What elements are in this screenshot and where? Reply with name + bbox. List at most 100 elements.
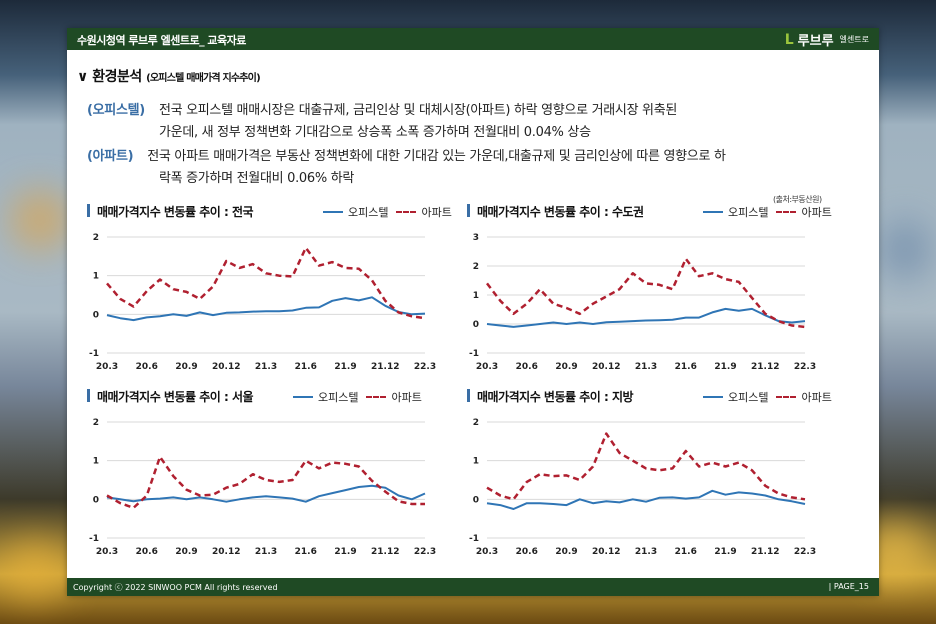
- chart-title: 매매가격지수 변동률 추이 : 전국: [86, 204, 254, 219]
- x-tick-label: 22.3: [794, 362, 816, 372]
- legend-swatch-apartment: [366, 396, 387, 398]
- series-line-officetel: [486, 307, 806, 328]
- legend-swatch-apartment: [776, 211, 797, 213]
- chart-plot: -1 0 1 2 20.3 20.6 20.9 20.12 21.3 21.6 21.9 21.12 2…: [89, 418, 436, 557]
- series-line-officetel: [106, 296, 426, 322]
- legend-label-officetel: 오피스텔: [728, 206, 769, 219]
- x-tick-label: 21.12: [751, 362, 779, 372]
- y-tick-label: 2: [473, 418, 479, 428]
- x-tick-label: 20.12: [212, 547, 240, 557]
- footer-bar: Copyright ⓒ 2022 SINWOO PCM All rights r…: [67, 578, 879, 596]
- chart-plot: -1 0 1 2 3 20.3 20.6 20.9 20.12 21.3 21.6 21.9 21.12…: [469, 233, 816, 372]
- y-tick-label: 2: [93, 418, 99, 428]
- y-tick-label: 1: [93, 457, 99, 467]
- source-note: (출처:부동산원): [773, 195, 822, 204]
- series-line-apartment: [486, 432, 806, 501]
- legend-swatch-apartment: [776, 396, 797, 398]
- top-bar: 수원시청역 루브루 엘센트로_ 교육자료 L 루브루 엘센트로: [67, 28, 879, 50]
- series-line-officetel: [486, 489, 806, 510]
- chart-legend: 오피스텔 아파트: [285, 389, 422, 405]
- logo-text: 루브루: [797, 34, 834, 49]
- chart-metropolitan: 매매가격지수 변동률 추이 : 수도권 오피스텔 아파트 -1 0 1 2 3 20.3 2…: [465, 203, 855, 373]
- background-bokeh: [10, 190, 70, 250]
- page-number: | PAGE_15: [828, 582, 869, 591]
- chart-title: 매매가격지수 변동률 추이 : 수도권: [467, 204, 644, 219]
- logo-mark-icon: L: [784, 31, 794, 48]
- y-tick-label: 1: [473, 457, 479, 467]
- x-tick-label: 21.3: [635, 547, 657, 557]
- x-tick-label: 21.3: [635, 362, 657, 372]
- series-line-apartment: [486, 257, 806, 329]
- chart-national: 매매가격지수 변동률 추이 : 전국 오피스텔 아파트 -1 0 1 2 20.3 20.…: [85, 203, 475, 373]
- legend-label-officetel: 오피스텔: [318, 391, 359, 404]
- chart-plot: -1 0 1 2 20.3 20.6 20.9 20.12 21.3 21.6 21.9 21.12 2…: [89, 233, 436, 372]
- chart-title: 매매가격지수 변동률 추이 : 지방: [466, 389, 634, 404]
- document-title: 수원시청역 루브루 엘센트로_ 교육자료: [77, 34, 246, 47]
- x-tick-label: 20.3: [96, 362, 118, 372]
- y-tick-label: -1: [469, 534, 479, 544]
- legend-swatch-officetel: [293, 396, 313, 398]
- x-tick-label: 20.9: [555, 362, 577, 372]
- section-subtitle: (오피스텔 매매가격 지수추이): [146, 73, 261, 84]
- legend-swatch-officetel: [323, 211, 343, 213]
- x-tick-label: 20.6: [136, 362, 158, 372]
- x-tick-label: 20.9: [555, 547, 577, 557]
- chart-title: 매매가격지수 변동률 추이 : 서울: [86, 389, 254, 404]
- brand-logo: L 루브루 엘센트로: [784, 30, 869, 50]
- paragraph-apartment: (아파트) 전국 아파트 매매가격은 부동산 정책변화에 대한 기대감 있는 가운…: [87, 146, 867, 190]
- x-tick-label: 20.3: [476, 362, 498, 372]
- paragraph-line: 전국 오피스텔 매매시장은 대출규제, 금리인상 및 대체시장(아파트) 하락 …: [158, 103, 678, 118]
- x-tick-label: 20.12: [212, 362, 240, 372]
- y-tick-label: -1: [469, 349, 479, 359]
- paragraph-line: 가운데, 새 정부 정책변화 기대감으로 상승폭 소폭 증가하며 전월대비 0.…: [159, 125, 591, 140]
- legend-label-apartment: 아파트: [801, 206, 832, 219]
- y-tick-label: 0: [473, 495, 479, 505]
- y-tick-label: 0: [93, 495, 99, 505]
- logo-subtext: 엘센트로: [839, 35, 869, 44]
- x-tick-label: 20.12: [592, 362, 620, 372]
- y-tick-label: 0: [93, 310, 99, 320]
- x-tick-label: 21.9: [334, 362, 356, 372]
- y-tick-label: 2: [93, 233, 99, 243]
- chart-plot: -1 0 1 2 20.3 20.6 20.9 20.12 21.3 21.6 21.9 21.12 2…: [469, 418, 816, 557]
- x-tick-label: 21.6: [675, 547, 697, 557]
- x-tick-label: 21.9: [334, 547, 356, 557]
- chart-legend: 오피스텔 아파트: [695, 204, 832, 220]
- x-tick-label: 21.9: [714, 362, 736, 372]
- y-tick-label: 3: [473, 233, 479, 243]
- x-tick-label: 21.12: [751, 547, 779, 557]
- chart-seoul: 매매가격지수 변동률 추이 : 서울 오피스텔 아파트 -1 0 1 2 20.3 20.…: [85, 388, 475, 558]
- background-bokeh: [880, 220, 930, 280]
- y-tick-label: 0: [473, 320, 479, 330]
- x-tick-label: 22.3: [414, 362, 436, 372]
- x-tick-label: 20.6: [516, 547, 538, 557]
- x-tick-label: 21.12: [371, 362, 399, 372]
- chart-legend: 오피스텔 아파트: [695, 389, 832, 405]
- paragraph-line: 전국 아파트 매매가격은 부동산 정책변화에 대한 기대감 있는 가운데,대출규…: [147, 149, 726, 164]
- x-tick-label: 20.9: [175, 547, 197, 557]
- paragraph-tag: (아파트): [87, 149, 134, 164]
- legend-swatch-apartment: [396, 211, 417, 213]
- x-tick-label: 20.12: [592, 547, 620, 557]
- legend-label-officetel: 오피스텔: [728, 391, 769, 404]
- y-tick-label: 1: [93, 272, 99, 282]
- x-tick-label: 20.3: [476, 547, 498, 557]
- x-tick-label: 21.6: [675, 362, 697, 372]
- legend-label-apartment: 아파트: [801, 391, 832, 404]
- x-tick-label: 21.3: [255, 547, 277, 557]
- section-title: ∨ 환경분석: [77, 69, 142, 85]
- x-tick-label: 21.12: [371, 547, 399, 557]
- legend-label-apartment: 아파트: [391, 391, 422, 404]
- paragraph-officetel: (오피스텔) 전국 오피스텔 매매시장은 대출규제, 금리인상 및 대체시장(아파…: [87, 100, 867, 144]
- x-tick-label: 20.6: [136, 547, 158, 557]
- series-line-officetel: [106, 484, 426, 503]
- copyright-text: Copyright ⓒ 2022 SINWOO PCM All rights r…: [73, 583, 278, 592]
- legend-label-officetel: 오피스텔: [348, 206, 389, 219]
- x-tick-label: 22.3: [414, 547, 436, 557]
- legend-swatch-officetel: [703, 396, 723, 398]
- chart-regional: 매매가격지수 변동률 추이 : 지방 오피스텔 아파트 -1 0 1 2 20.3 20.…: [465, 388, 855, 558]
- x-tick-label: 20.9: [175, 362, 197, 372]
- y-tick-label: 2: [473, 262, 479, 272]
- x-tick-label: 21.3: [255, 362, 277, 372]
- section-heading: ∨ 환경분석 (오피스텔 매매가격 지수추이): [77, 66, 261, 86]
